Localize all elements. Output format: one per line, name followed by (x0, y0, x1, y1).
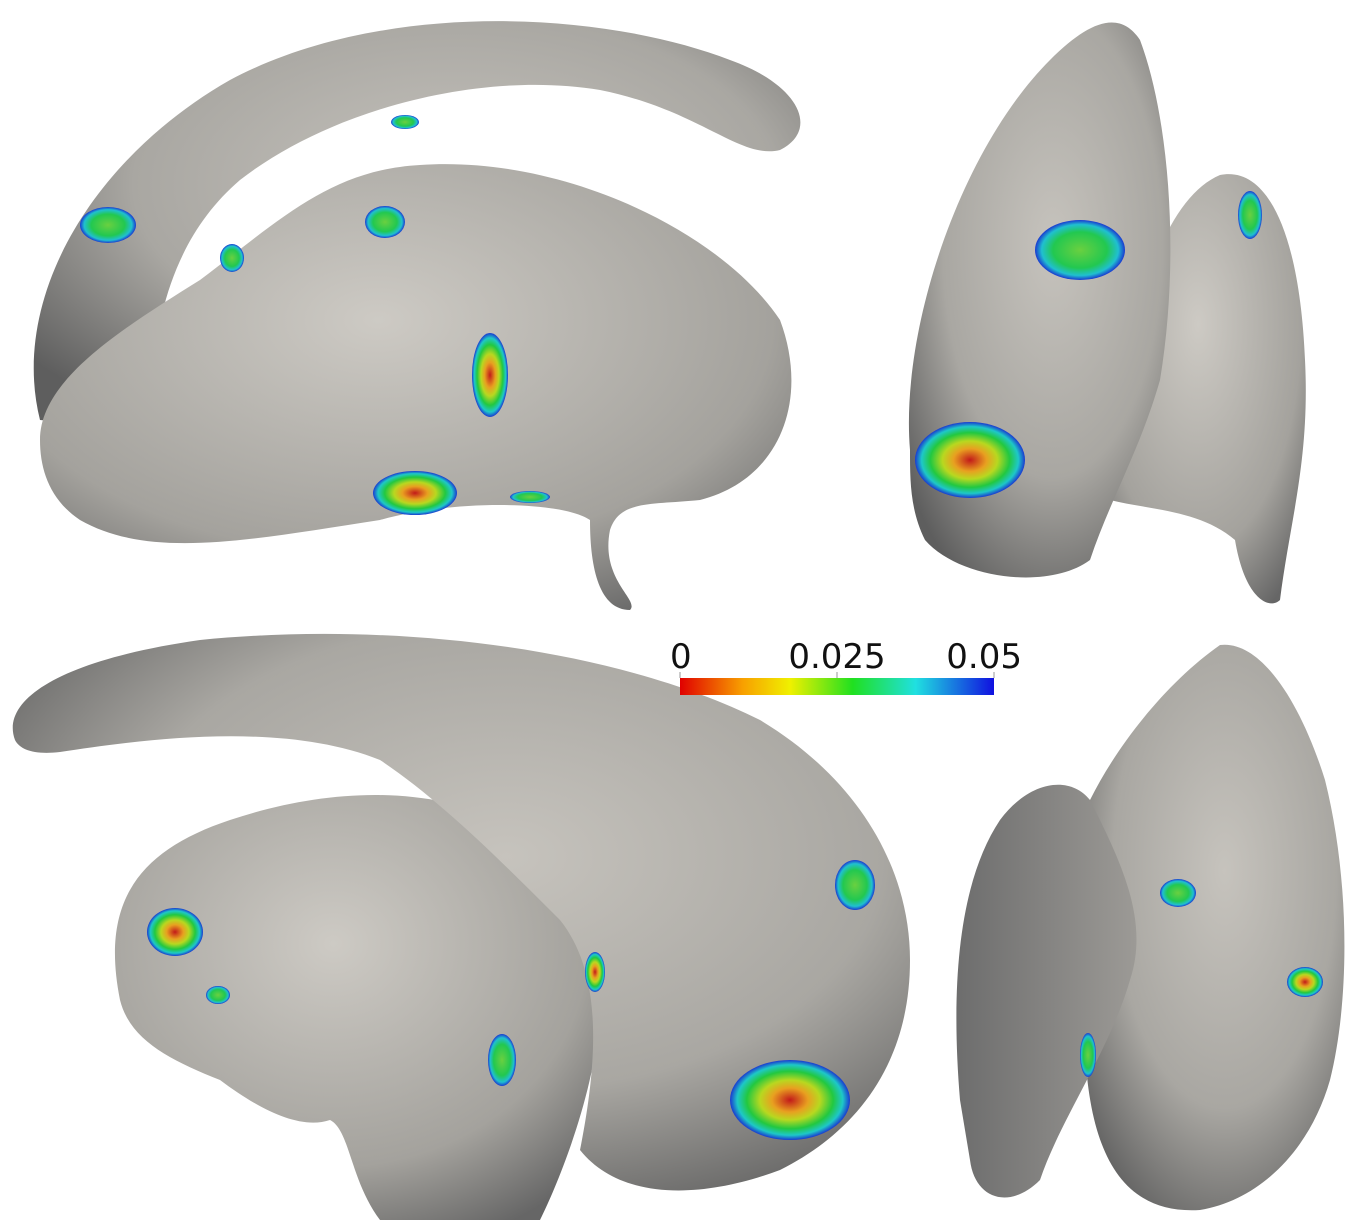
colorbar-ramp (680, 678, 994, 695)
stat-spot (730, 1060, 850, 1140)
stat-spot (391, 115, 419, 129)
stat-spot (147, 908, 203, 956)
tick-label: 0 (670, 637, 692, 677)
stat-spot (472, 333, 508, 417)
stat-spot (1238, 191, 1262, 239)
stat-spot (1287, 967, 1323, 997)
view-top-left (34, 21, 801, 610)
stat-spot (510, 491, 550, 503)
stat-spot (1080, 1033, 1096, 1077)
tick-label: 0.05 (946, 637, 1022, 677)
stat-spot (835, 860, 875, 910)
stat-spot (206, 986, 230, 1004)
view-top-right (909, 23, 1306, 604)
stat-spot (220, 244, 244, 272)
figure: 0 0.025 0.05 (0, 0, 1366, 1226)
page: 00.0250.05 (() => { const data = JSON.pa… (0, 0, 1366, 1226)
stat-spot (488, 1034, 516, 1086)
stat-spot (915, 422, 1025, 498)
stat-spot (373, 471, 457, 515)
view-bottom-right (956, 645, 1344, 1211)
stat-spot (1035, 220, 1125, 280)
stat-spot (80, 207, 136, 243)
view-bottom-left (13, 634, 910, 1220)
tick-label: 0.025 (788, 637, 885, 677)
stat-spot (1160, 879, 1196, 907)
colorbar: 0 0.025 0.05 (670, 637, 1022, 695)
stat-spot (365, 206, 405, 238)
stat-spot (585, 952, 605, 992)
